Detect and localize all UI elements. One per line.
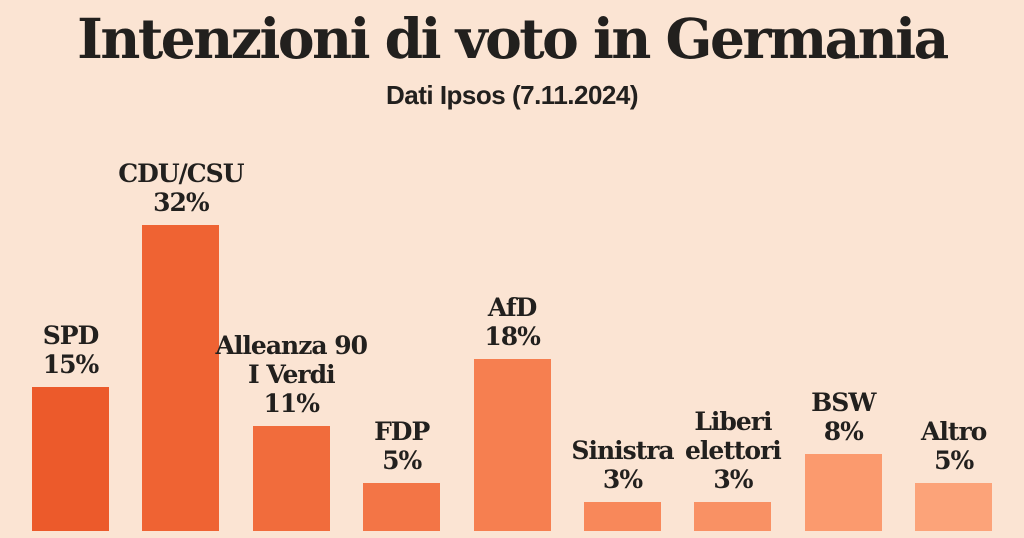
bar-afd — [473, 358, 551, 531]
bar-label-spd: SPD 15% — [0, 321, 166, 379]
bar-label-cdu-csu: CDU/CSU 32% — [86, 159, 276, 217]
party-name-line: AfD — [487, 292, 537, 322]
party-name-line: SPD — [42, 321, 100, 351]
bar-cdu-csu — [142, 224, 220, 531]
value-label: 15% — [42, 350, 100, 380]
party-name-line: Alleanza 90 — [215, 330, 369, 360]
bar-label-alleanza-90-verdi: Alleanza 90 I Verdi 11% — [196, 331, 386, 418]
bar-label-bsw: BSW 8% — [748, 388, 938, 446]
bar-label-altro: Altro 5% — [859, 417, 1024, 475]
chart-title: Intenzioni di voto in Germania — [77, 6, 949, 71]
value-label: 11% — [263, 388, 321, 418]
bar-spd — [32, 387, 109, 531]
party-name-line: BSW — [811, 388, 876, 418]
party-name-line: CDU/CSU — [118, 158, 244, 188]
bar-bsw — [804, 454, 882, 531]
bar-altro — [915, 483, 993, 531]
bar-label-sinistra: Sinistra 3% — [528, 436, 718, 494]
value-label: 32% — [153, 187, 210, 217]
bar-label-afd: AfD 18% — [417, 293, 607, 351]
party-name-line: I Verdi — [248, 359, 336, 389]
party-name-line: Sinistra — [571, 436, 674, 466]
value-label: 3% — [713, 465, 753, 495]
value-label: 5% — [934, 446, 974, 476]
chart-subtitle: Dati Ipsos (7.11.2024) — [385, 80, 639, 110]
bar-alleanza-90-verdi — [252, 425, 330, 531]
party-name-line: Altro — [921, 417, 987, 447]
bar-sinistra — [584, 502, 661, 531]
bar-liberi-elettori — [694, 502, 772, 531]
bar-label-liberi-elettori: Liberi elettori 3% — [638, 407, 828, 494]
party-name-line: Liberi — [694, 407, 772, 437]
value-label: 8% — [823, 417, 864, 447]
value-label: 18% — [484, 321, 541, 351]
bar-label-fdp: FDP 5% — [307, 417, 497, 475]
value-label: 5% — [382, 446, 422, 476]
party-name-line: elettori — [685, 436, 782, 466]
value-label: 3% — [602, 465, 643, 495]
bar-fdp — [363, 483, 441, 531]
party-name-line: FDP — [374, 417, 430, 447]
